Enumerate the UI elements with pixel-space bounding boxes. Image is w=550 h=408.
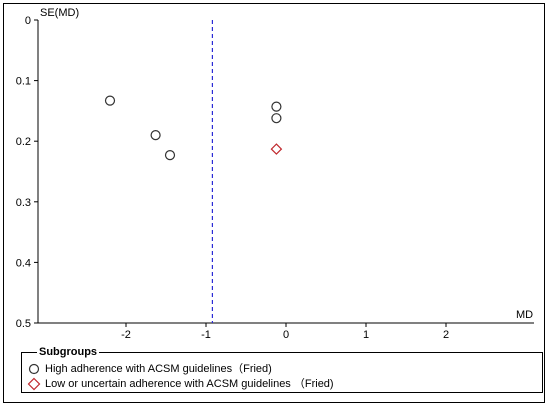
legend: Subgroups High adherence with ACSM guide… <box>21 345 543 393</box>
legend-item-low-adherence: Low or uncertain adherence with ACSM gui… <box>27 377 334 391</box>
circle-data-point <box>104 95 116 106</box>
x-tick-label: 2 <box>443 329 449 341</box>
diamond-data-point <box>270 143 283 155</box>
y-axis-label: SE(MD) <box>40 7 79 19</box>
funnel-plot: 0 0.1 0.2 0.3 0.4 0.5 -2 -1 0 1 2 SE(MD) MD <box>16 7 534 341</box>
circle-marker-icon <box>28 363 40 375</box>
x-tick-label: -1 <box>201 329 211 341</box>
axes <box>37 20 534 324</box>
x-tick-label: 0 <box>283 329 289 341</box>
x-tick-label: 1 <box>363 329 369 341</box>
x-tick-label: -2 <box>121 329 131 341</box>
y-tick-label: 0.2 <box>16 136 31 148</box>
circle-data-point <box>164 150 176 161</box>
y-tick-label: 0.1 <box>16 76 31 88</box>
y-tick-label: 0 <box>25 15 31 27</box>
data-points <box>104 95 283 161</box>
legend-label-low-adherence: Low or uncertain adherence with ACSM gui… <box>45 378 334 390</box>
legend-item-high-adherence: High adherence with ACSM guidelines（Frie… <box>27 362 272 376</box>
x-axis-label: MD <box>516 309 533 321</box>
legend-label-high-adherence: High adherence with ACSM guidelines（Frie… <box>45 363 272 375</box>
circle-data-point <box>271 113 282 124</box>
y-tick-label: 0.5 <box>16 318 31 330</box>
diamond-marker-icon <box>27 377 41 391</box>
chart-frame: 0 0.1 0.2 0.3 0.4 0.5 -2 -1 0 1 2 SE(MD) MD Subgro… <box>3 3 545 403</box>
circle-data-point <box>150 130 161 141</box>
y-tick-label: 0.4 <box>16 257 31 269</box>
y-tick-label: 0.3 <box>16 197 31 209</box>
tick-group: 0 0.1 0.2 0.3 0.4 0.5 -2 -1 0 1 2 <box>16 15 449 341</box>
circle-data-point <box>271 101 282 112</box>
legend-title: Subgroups <box>37 345 100 359</box>
